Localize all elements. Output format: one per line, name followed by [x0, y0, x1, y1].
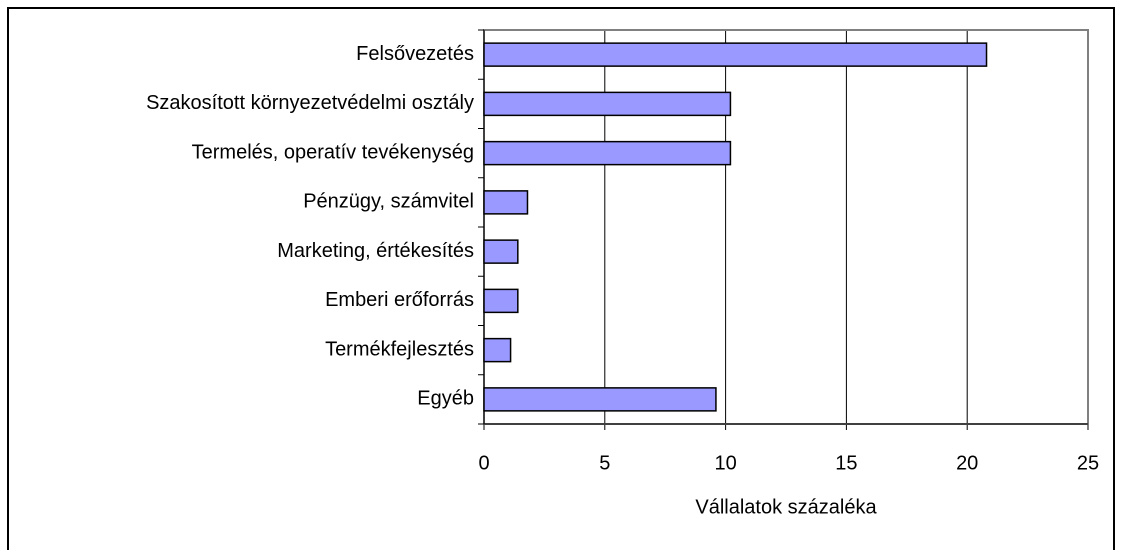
chart-frame: [7, 7, 1115, 550]
y-tick-label: Pénzügy, számvitel: [303, 191, 474, 213]
plot-area: [483, 29, 1089, 425]
bar: [483, 387, 717, 412]
x-tick-label: 5: [599, 452, 610, 474]
x-tick-label: 25: [1077, 452, 1099, 474]
y-tick-label: Szakosított környezetvédelmi osztály: [146, 92, 474, 114]
y-tick-label: Termelés, operatív tevékenység: [192, 141, 474, 163]
y-tick-label: Felsővezetés: [356, 43, 474, 65]
bar: [483, 91, 732, 117]
y-tick-label: Emberi erőforrás: [325, 289, 474, 311]
y-tick-label: Termékfejlesztés: [325, 338, 474, 360]
x-tick-label: 20: [956, 452, 978, 474]
bar: [483, 190, 529, 215]
x-tick-label: 10: [714, 452, 736, 474]
y-tick-label: Egyéb: [417, 388, 474, 410]
bar: [483, 337, 512, 363]
x-tick-label: 15: [835, 452, 857, 474]
x-axis-title: Vállalatok százaléka: [695, 496, 877, 518]
bar: [483, 140, 732, 166]
x-tick-label: 0: [478, 452, 489, 474]
bar: [483, 288, 519, 314]
bar: [483, 42, 988, 67]
bar: [483, 239, 519, 264]
y-tick-label: Marketing, értékesítés: [277, 240, 474, 262]
